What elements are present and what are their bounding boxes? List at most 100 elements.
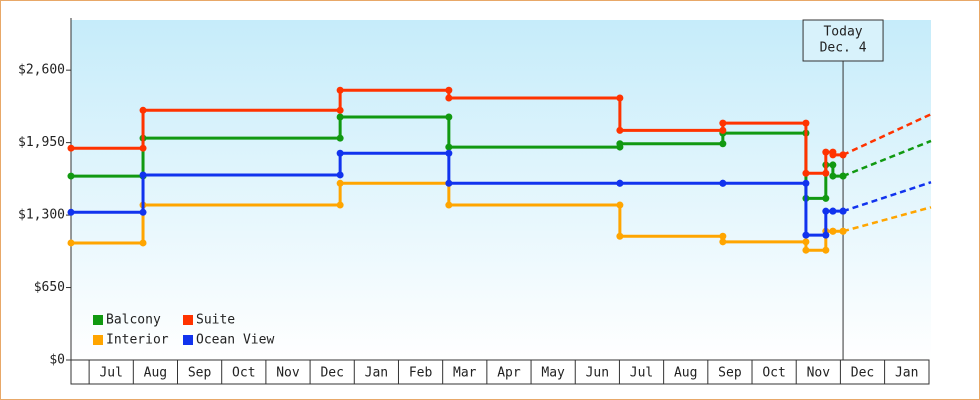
projection-line [842,181,932,213]
legend-swatch [183,335,193,345]
legend-label: Balcony [106,313,161,328]
y-tick-label: $650 [34,280,65,295]
point [445,113,453,121]
x-tick-label: Jan [895,366,918,381]
x-tick-label: Nov [276,366,300,381]
x-tick-label: Feb [409,366,433,381]
point [822,207,830,215]
x-tick-label: Jul [99,366,122,381]
point [67,239,75,247]
point [829,151,837,159]
point [139,239,147,247]
point [616,140,624,148]
point [445,201,453,209]
today-box [802,19,884,62]
point [139,171,147,179]
point [839,172,847,180]
point [336,106,344,114]
point [829,161,837,169]
projection-line [842,139,932,178]
x-tick-label: Sep [188,366,212,381]
point [616,126,624,134]
point [616,201,624,209]
today-label: Today [823,25,862,40]
x-tick-label: Oct [762,366,785,381]
point [829,207,837,215]
point [822,231,830,239]
point [616,179,624,187]
projection-line [842,113,932,157]
point [67,144,75,152]
point [336,86,344,94]
point [336,179,344,187]
point [719,140,727,148]
point [822,194,830,202]
point [822,148,830,156]
legend-label: Suite [196,313,235,328]
x-tick-label: Jun [586,366,609,381]
point [822,169,830,177]
legend-swatch [93,315,103,325]
point [802,231,810,239]
point [802,246,810,254]
point [829,227,837,235]
x-tick-label: Mar [453,366,477,381]
point [719,232,727,240]
x-tick-label: Dec [320,366,343,381]
projection-line [842,206,932,233]
point [802,238,810,246]
point [336,113,344,121]
point [616,232,624,240]
x-tick-label: Sep [718,366,742,381]
x-tick-label: May [541,366,565,381]
plot-area [71,20,931,360]
point [139,106,147,114]
x-axis-band [70,359,930,385]
point [719,179,727,187]
point [822,246,830,254]
point [139,144,147,152]
point [336,134,344,142]
y-tick-label: $1,950 [18,135,65,150]
point [139,208,147,216]
point [839,151,847,159]
point [445,149,453,157]
y-tick-label: $0 [49,353,65,368]
legend-label: Interior [106,333,169,348]
point [445,86,453,94]
x-tick-label: Aug [674,366,697,381]
point [719,238,727,246]
legend-swatch [183,315,193,325]
y-tick-label: $2,600 [18,63,65,78]
x-tick-label: Jul [630,366,653,381]
point [839,227,847,235]
y-tick-label: $1,300 [18,208,65,223]
x-tick-label: Aug [144,366,167,381]
point [616,94,624,102]
point [336,201,344,209]
x-tick-label: Dec [851,366,874,381]
point [829,172,837,180]
point [445,143,453,151]
point [839,207,847,215]
point [445,179,453,187]
point [336,171,344,179]
x-tick-label: Apr [497,366,521,381]
point [719,126,727,134]
point [802,119,810,127]
point [802,169,810,177]
x-tick-label: Nov [807,366,831,381]
x-tick-label: Oct [232,366,255,381]
point [719,119,727,127]
x-tick-label: Jan [365,366,388,381]
today-label: Dec. 4 [820,41,867,56]
legend-swatch [93,335,103,345]
point [336,149,344,157]
point [445,94,453,102]
point [67,172,75,180]
legend-label: Ocean View [196,333,274,348]
point [802,179,810,187]
point [67,208,75,216]
